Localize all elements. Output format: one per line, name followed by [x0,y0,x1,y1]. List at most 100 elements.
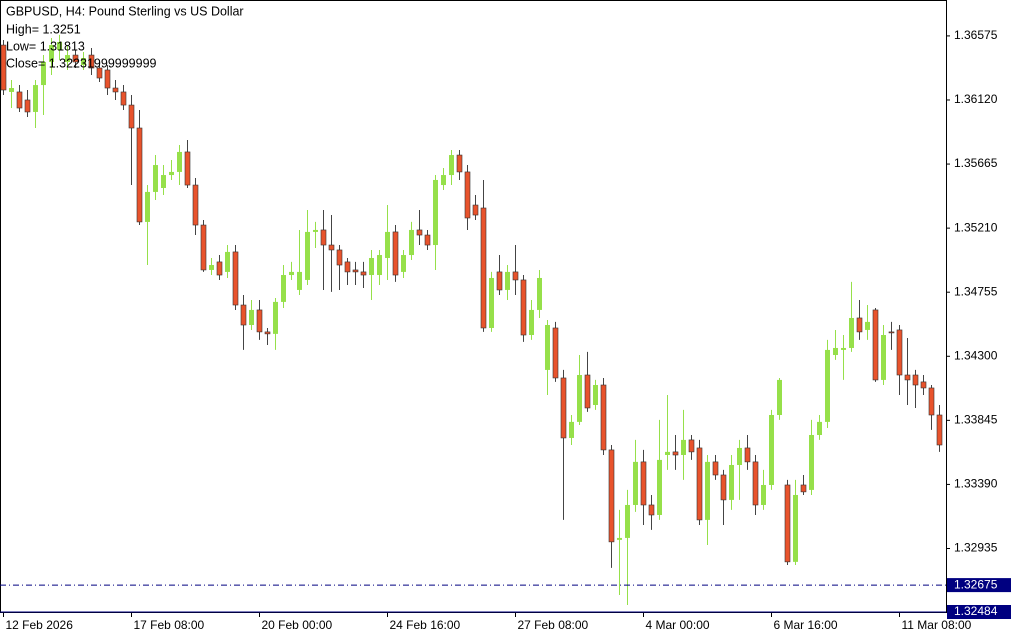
candle-body [256,309,263,333]
candle [872,307,879,382]
candle [584,351,591,412]
candle-body [872,309,879,381]
candle [216,255,223,280]
candle [817,414,822,440]
x-tick-label: 4 Mar 00:00 [646,618,710,632]
candle [313,221,318,248]
candle-body [344,261,351,273]
candle [865,305,870,340]
candle-body [88,54,95,69]
candle [449,149,454,186]
candle-body [569,421,574,438]
candle [392,225,399,282]
candle [81,51,86,70]
candle-body [225,251,230,272]
candle-body [369,257,374,276]
candle [120,85,127,110]
candle-body [240,304,247,326]
candle-body [712,461,719,476]
candle-body [161,175,166,188]
candle [153,155,158,200]
candle-body [305,231,310,280]
candle-body [81,58,86,66]
candle-body [584,374,591,409]
candle-body [289,271,294,276]
plot-frame [0,0,947,613]
candle-body [856,317,863,333]
candle-body [888,331,895,334]
candle-body [825,349,830,422]
candle [489,271,494,332]
price-label-box [947,605,1011,619]
candle [161,165,166,196]
candle [65,45,70,70]
candle [681,409,686,480]
candle [289,261,294,280]
candle [297,229,302,296]
candle-body [192,184,199,226]
candle [800,474,807,495]
candle-body [593,384,598,405]
candle-body [57,41,62,50]
candle [232,245,239,310]
candle [881,325,886,385]
candle [33,79,38,129]
candle-body [200,224,207,271]
candle-body [705,461,710,520]
candle [648,494,655,530]
candle [441,167,446,190]
candle [377,249,382,286]
price-label-box [947,578,1011,593]
candle-body [360,271,367,276]
price-label: 1.32484 [954,604,998,618]
candle [88,48,95,76]
chart-title: GBPUSD, H4: Pound Sterling vs US Dollar [6,4,244,18]
candle-body [640,461,647,506]
candle-body [545,325,550,370]
y-tick-label: 1.34755 [954,284,998,298]
candle [833,329,838,360]
candle-body [449,155,454,176]
candle [136,109,143,226]
candle [577,355,582,425]
candle-body [264,331,271,335]
candle-body [433,179,438,246]
x-tick-label: 17 Feb 08:00 [134,618,205,632]
candle-body [320,229,327,246]
candle [737,439,742,500]
candle-body [817,421,822,435]
candle [344,257,351,286]
candle-body [96,67,103,79]
candle-body [737,447,742,465]
candle [41,55,46,116]
candle-body [65,55,70,62]
candle-body [744,447,751,463]
x-tick-label: 6 Mar 16:00 [774,618,838,632]
candle-body [777,379,782,415]
candle-body [456,154,463,173]
y-tick-label: 1.33845 [954,413,998,427]
candle-body [273,301,278,334]
candle [696,439,703,525]
candle [920,375,927,395]
x-tick-label: 11 Mar 08:00 [902,618,972,632]
candle [145,185,150,266]
candle-body [617,537,622,540]
candle [24,89,31,118]
candle-body [904,374,911,381]
candle-body [41,61,46,86]
candle [281,265,286,308]
price-label: 1.32675 [954,577,998,591]
y-tick-label: 1.33390 [954,477,998,491]
candle [128,95,135,186]
candle-body [577,375,582,422]
candle-body [313,229,318,232]
candle [825,339,830,428]
candle [912,369,919,408]
candle-body [720,474,727,501]
candle-body [464,171,471,219]
candle-body [328,244,335,251]
candle [352,261,359,286]
candle-body [72,54,79,63]
